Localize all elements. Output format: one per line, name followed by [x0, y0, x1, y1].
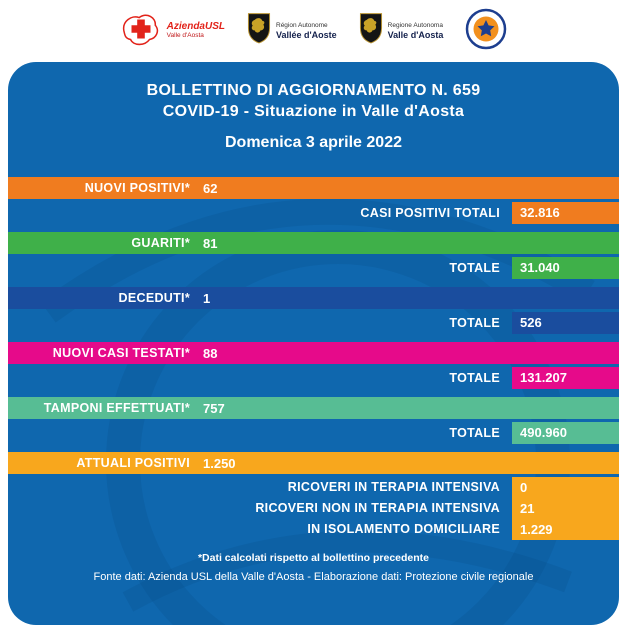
metric-value: 1.250 [203, 455, 236, 471]
metric-label: GUARITI* [131, 236, 190, 250]
metric-bar: ATTUALI POSITIVI 1.250 [8, 452, 619, 474]
metric-value: 1 [203, 290, 211, 306]
shield-icon [247, 12, 271, 50]
breakdown-label-isolamento-domiciliare: IN ISOLAMENTO DOMICILIARE [307, 522, 500, 536]
footnote: *Dati calcolati rispetto al bollettino p… [197, 552, 430, 564]
metric-bar: NUOVI POSITIVI* 62 [8, 177, 619, 199]
total-value: 32.816 [512, 202, 619, 224]
metric-label: NUOVI CASI TESTATI* [52, 346, 190, 360]
usl-logo-name: AziendaUSL [166, 21, 225, 33]
logo-bar: AziendaUSL Valle d'Aosta Région Autonome… [0, 0, 627, 62]
bulletin-header: BOLLETTINO DI AGGIORNAMENTO N. 659 COVID… [8, 62, 619, 153]
metric-value: 81 [203, 235, 218, 251]
region-it-line1: Regione Autonoma [387, 22, 443, 30]
metric-label: DECEDUTI* [118, 291, 190, 305]
bulletin-subtitle: COVID-19 - Situazione in Valle d'Aosta [162, 103, 465, 120]
breakdown-label-non-terapia-intensiva: RICOVERI NON IN TERAPIA INTENSIVA [255, 501, 500, 515]
azienda-usl-logo: AziendaUSL Valle d'Aosta [120, 10, 225, 53]
metric-guariti: GUARITI* 81 TOTALE 31.040 [8, 232, 619, 279]
protezione-civile-logo [465, 8, 507, 55]
total-value: 31.040 [512, 257, 619, 279]
metric-tamponi-effettuati: TAMPONI EFFETTUATI* 757 TOTALE 490.960 [8, 397, 619, 444]
metric-label: TAMPONI EFFETTUATI* [43, 401, 190, 415]
total-label: TOTALE [449, 426, 500, 440]
civil-protection-icon [465, 8, 507, 55]
metric-nuovi-casi-testati: NUOVI CASI TESTATI* 88 TOTALE 131.207 [8, 342, 619, 389]
metric-label: NUOVI POSITIVI* [84, 181, 190, 195]
metric-bar: NUOVI CASI TESTATI* 88 [8, 342, 619, 364]
metric-bar: DECEDUTI* 1 [8, 287, 619, 309]
breakdown-value-isolamento-domiciliare: 1.229 [520, 522, 553, 537]
region-logo-fr: Région Autonome Vallée d'Aoste [247, 12, 337, 50]
total-label: CASI POSITIVI TOTALI [360, 206, 500, 220]
metric-nuovi-positivi: NUOVI POSITIVI* 62 CASI POSITIVI TOTALI … [8, 177, 619, 224]
metric-label: ATTUALI POSITIVI [76, 456, 190, 470]
shield-icon [359, 12, 383, 50]
region-fr-line2: Vallée d'Aoste [276, 29, 337, 40]
bulletin-panel: BOLLETTINO DI AGGIORNAMENTO N. 659 COVID… [8, 62, 619, 625]
region-logo-it: Regione Autonoma Valle d'Aosta [359, 12, 444, 50]
metric-value: 62 [203, 180, 218, 196]
region-map-cross-icon [120, 10, 162, 53]
data-source: Fonte dati: Azienda USL della Valle d'Ao… [93, 571, 534, 583]
metric-deceduti: DECEDUTI* 1 TOTALE 526 [8, 287, 619, 334]
total-value: 131.207 [512, 367, 619, 389]
region-fr-line1: Région Autonome [276, 22, 328, 30]
bulletin-date: Domenica 3 aprile 2022 [225, 134, 402, 151]
breakdown-value-non-terapia-intensiva: 21 [520, 501, 535, 516]
total-label: TOTALE [449, 371, 500, 385]
panel-footer: *Dati calcolati rispetto al bollettino p… [8, 552, 619, 583]
region-it-line2: Valle d'Aosta [387, 29, 444, 40]
metrics-list: NUOVI POSITIVI* 62 CASI POSITIVI TOTALI … [8, 177, 619, 540]
metric-bar: GUARITI* 81 [8, 232, 619, 254]
attuali-positivi-breakdown: RICOVERI IN TERAPIA INTENSIVA RICOVERI N… [8, 477, 619, 540]
breakdown-value-terapia-intensiva: 0 [520, 480, 528, 495]
usl-logo-region: Valle d'Aosta [166, 31, 204, 39]
total-label: TOTALE [449, 316, 500, 330]
metric-attuali-positivi: ATTUALI POSITIVI 1.250 RICOVERI IN TERAP… [8, 452, 619, 540]
metric-value: 88 [203, 345, 218, 361]
bulletin-title: BOLLETTINO DI AGGIORNAMENTO N. 659 [146, 82, 481, 99]
metric-value: 757 [203, 400, 225, 416]
total-value: 526 [512, 312, 619, 334]
metric-bar: TAMPONI EFFETTUATI* 757 [8, 397, 619, 419]
total-value: 490.960 [512, 422, 619, 444]
breakdown-label-terapia-intensiva: RICOVERI IN TERAPIA INTENSIVA [287, 480, 500, 494]
total-label: TOTALE [449, 261, 500, 275]
